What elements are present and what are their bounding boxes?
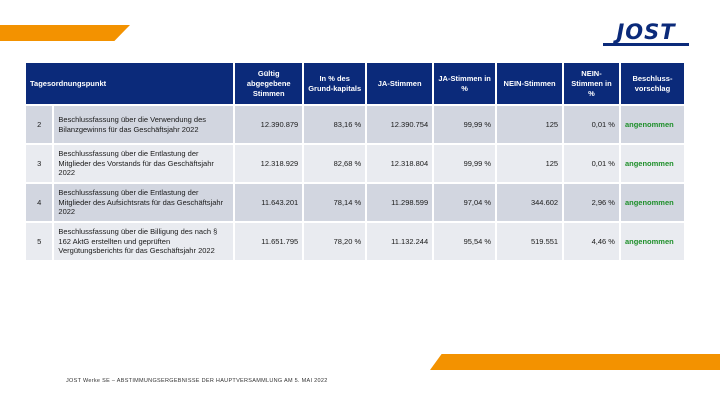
pct-share-capital: 78,20 % xyxy=(304,223,366,260)
header-yes-pct: JA-Stimmen in % xyxy=(434,63,496,104)
no-pct: 0,01 % xyxy=(564,145,619,182)
yes-pct: 95,54 % xyxy=(434,223,496,260)
header-proposal: Beschluss-vorschlag xyxy=(620,63,684,104)
agenda-number: 4 xyxy=(26,184,53,221)
logo-wordmark: JOST xyxy=(616,20,676,44)
orange-accent-stripe-bottom xyxy=(430,354,720,370)
agenda-topic: Beschlussfassung über die Billigung des … xyxy=(54,223,234,260)
table-row: 4 Beschlussfassung über die Entlastung d… xyxy=(26,184,684,221)
no-pct: 4,46 % xyxy=(564,223,619,260)
logo-underline xyxy=(603,43,689,46)
jost-logo: JOST xyxy=(603,20,689,46)
yes-votes: 11.298.599 xyxy=(367,184,433,221)
header-no-votes: NEIN-Stimmen xyxy=(497,63,563,104)
yes-pct: 99,99 % xyxy=(434,145,496,182)
agenda-topic: Beschlussfassung über die Entlastung der… xyxy=(54,145,234,182)
no-votes: 344.602 xyxy=(497,184,563,221)
result-status: angenommen xyxy=(620,106,684,143)
header-pct-share-capital: In % des Grund-kapitals xyxy=(304,63,366,104)
table-row: 2 Beschlussfassung über die Verwendung d… xyxy=(26,106,684,143)
yes-votes: 12.390.754 xyxy=(367,106,433,143)
pct-share-capital: 78,14 % xyxy=(304,184,366,221)
header-no-pct: NEIN-Stimmen in % xyxy=(564,63,619,104)
no-pct: 2,96 % xyxy=(564,184,619,221)
no-pct: 0,01 % xyxy=(564,106,619,143)
yes-pct: 99,99 % xyxy=(434,106,496,143)
footer-caption: JOST Werke SE – ABSTIMMUNGSERGEBNISSE DE… xyxy=(66,378,328,384)
header-valid-votes: Gültig abgegebene Stimmen xyxy=(235,63,303,104)
result-status: angenommen xyxy=(620,223,684,260)
orange-accent-stripe-top xyxy=(0,25,130,41)
agenda-topic: Beschlussfassung über die Entlastung der… xyxy=(54,184,234,221)
pct-share-capital: 83,16 % xyxy=(304,106,366,143)
yes-votes: 11.132.244 xyxy=(367,223,433,260)
agenda-number: 5 xyxy=(26,223,53,260)
result-status: angenommen xyxy=(620,184,684,221)
header-yes-votes: JA-Stimmen xyxy=(367,63,433,104)
yes-pct: 97,04 % xyxy=(434,184,496,221)
yes-votes: 12.318.804 xyxy=(367,145,433,182)
valid-votes: 12.390.879 xyxy=(235,106,303,143)
agenda-number: 2 xyxy=(26,106,53,143)
valid-votes: 11.643.201 xyxy=(235,184,303,221)
valid-votes: 11.651.795 xyxy=(235,223,303,260)
agenda-number: 3 xyxy=(26,145,53,182)
table-row: 3 Beschlussfassung über die Entlastung d… xyxy=(26,145,684,182)
table-row: 5 Beschlussfassung über die Billigung de… xyxy=(26,223,684,260)
no-votes: 125 xyxy=(497,106,563,143)
header-agenda-item: Tagesordnungspunkt xyxy=(26,63,234,104)
result-status: angenommen xyxy=(620,145,684,182)
valid-votes: 12.318.929 xyxy=(235,145,303,182)
table-header-row: Tagesordnungspunkt Gültig abgegebene Sti… xyxy=(26,63,684,104)
no-votes: 519.551 xyxy=(497,223,563,260)
no-votes: 125 xyxy=(497,145,563,182)
voting-results-table: Tagesordnungspunkt Gültig abgegebene Sti… xyxy=(24,61,686,262)
agenda-topic: Beschlussfassung über die Verwendung des… xyxy=(54,106,234,143)
pct-share-capital: 82,68 % xyxy=(304,145,366,182)
